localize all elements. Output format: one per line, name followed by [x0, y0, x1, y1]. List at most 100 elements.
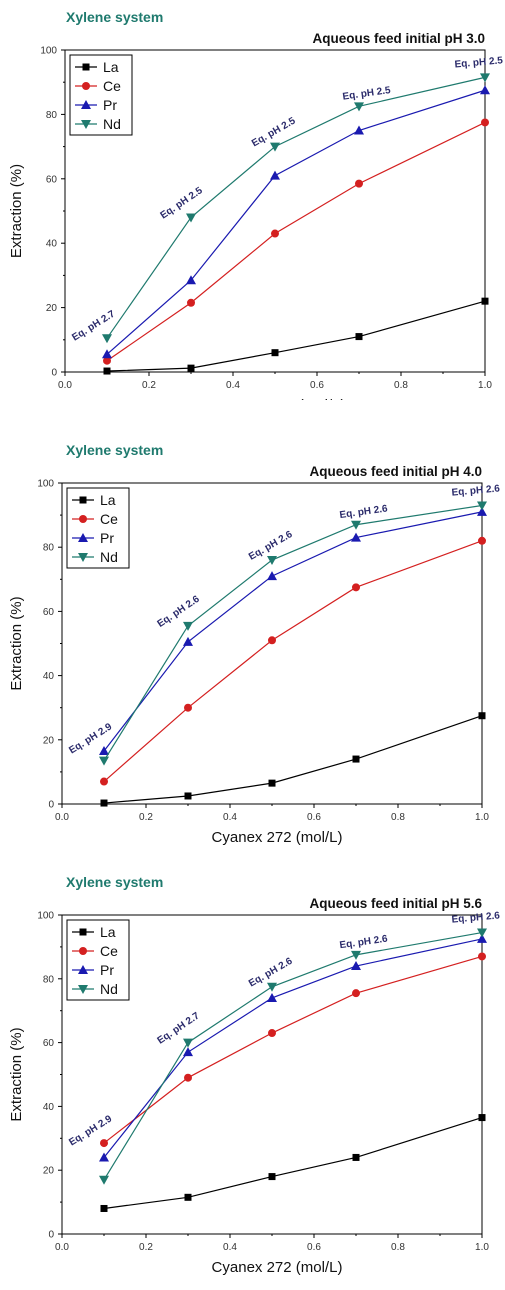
data-point-nd	[477, 501, 487, 511]
x-tick-label: 0.2	[142, 380, 156, 391]
data-point-la	[271, 349, 279, 357]
series-line-ce	[106, 121, 486, 362]
series-line-nd	[103, 931, 483, 1181]
legend-marker	[78, 965, 88, 974]
x-tick-label: 0.8	[391, 812, 405, 823]
y-tick-label: 100	[37, 479, 54, 490]
system-label: Xylene system	[66, 874, 163, 890]
data-point-pr	[267, 571, 277, 581]
y-tick-label: 80	[43, 543, 55, 554]
x-tick-label: 0.6	[307, 812, 321, 823]
series-line-ce	[103, 540, 483, 782]
y-tick-label: 20	[43, 735, 55, 746]
data-point-ce	[352, 989, 360, 998]
legend-marker	[79, 515, 87, 523]
data-point-nd	[354, 102, 364, 112]
data-point-pr	[183, 636, 193, 646]
series-la	[100, 712, 486, 807]
chart-title: Aqueous feed initial pH 5.6	[309, 896, 482, 911]
data-point-la	[268, 779, 276, 787]
y-tick-label: 60	[43, 607, 55, 618]
data-point-pr	[186, 275, 196, 285]
y-tick-label: 20	[43, 1166, 55, 1177]
x-tick-label: 0.0	[58, 380, 72, 391]
legend-box	[66, 487, 130, 569]
legend-marker	[79, 928, 87, 936]
x-tick-label: 0.4	[223, 1242, 237, 1253]
data-point-ce	[352, 583, 360, 592]
legend-entry-ce: Ce	[103, 78, 121, 94]
y-tick-label: 60	[43, 1038, 55, 1049]
series-pr	[102, 85, 490, 359]
legend: La Ce Pr Nd	[69, 54, 133, 136]
legend-marker	[79, 947, 87, 955]
eq-ph-annotation: Eq. pH 2.6	[339, 503, 389, 521]
data-point-pr	[102, 349, 112, 359]
series-line-nd	[103, 504, 483, 761]
data-point-pr	[354, 125, 364, 135]
x-tick-label: 0.0	[55, 1242, 69, 1253]
series-line-pr	[103, 938, 483, 1158]
data-point-ce	[184, 1073, 192, 1082]
series-ce	[103, 118, 489, 365]
x-tick-label: 1.0	[475, 812, 489, 823]
data-point-pr	[99, 746, 109, 756]
x-axis-label: Cyanex 272 (mol/L)	[215, 397, 346, 400]
data-point-pr	[351, 532, 361, 542]
x-tick-label: 1.0	[475, 1242, 489, 1253]
data-point-la	[478, 1114, 486, 1122]
data-point-ce	[481, 118, 489, 127]
data-point-nd	[267, 556, 277, 566]
data-point-nd	[270, 142, 280, 152]
chart-title: Aqueous feed initial pH 4.0	[309, 464, 482, 479]
series-la	[103, 297, 489, 375]
series-nd	[102, 73, 490, 344]
legend-entry-pr: Pr	[100, 962, 114, 978]
y-axis-label: Extraction (%)	[8, 596, 25, 690]
legend-entry-ce: Ce	[100, 943, 118, 959]
series-pr	[99, 933, 487, 1162]
legend-marker	[81, 120, 91, 129]
eq-ph-annotation: Eq. pH 2.9	[67, 721, 114, 756]
system-label: Xylene system	[66, 442, 163, 458]
y-tick-label: 100	[40, 46, 57, 57]
data-point-la	[187, 364, 195, 372]
data-point-la	[268, 1173, 276, 1181]
data-point-ce	[271, 229, 279, 238]
data-point-nd	[183, 621, 193, 631]
series-la	[100, 1114, 486, 1212]
data-point-la	[184, 1193, 192, 1201]
legend: La Ce Pr Nd	[66, 487, 130, 569]
y-tick-label: 20	[46, 303, 58, 314]
eq-ph-annotation: Eq. pH 2.7	[70, 308, 117, 343]
data-point-la	[478, 712, 486, 720]
data-point-ce	[268, 1029, 276, 1038]
data-point-ce	[478, 536, 486, 545]
data-point-pr	[480, 85, 490, 95]
data-point-ce	[100, 1139, 108, 1148]
series-nd	[99, 928, 487, 1185]
data-point-nd	[102, 334, 112, 344]
series-line-la	[103, 715, 483, 804]
chart-3: Xylene system Aqueous feed initial pH 5.6…	[8, 874, 501, 1276]
system-label: Xylene system	[66, 9, 163, 25]
x-tick-label: 1.0	[478, 380, 492, 391]
x-tick-label: 0.2	[139, 1242, 153, 1253]
legend-marker	[78, 985, 88, 994]
data-point-ce	[184, 703, 192, 712]
chart-2: Xylene system Aqueous feed initial pH 4.0…	[8, 442, 501, 846]
data-point-pr	[183, 1047, 193, 1057]
data-point-la	[355, 333, 363, 341]
y-axis-label: Extraction (%)	[8, 164, 25, 258]
legend-box	[69, 54, 133, 136]
series-line-la	[103, 1116, 483, 1210]
data-point-ce	[100, 777, 108, 786]
series-nd	[99, 501, 487, 766]
data-point-pr	[477, 506, 487, 516]
legend-marker	[82, 82, 90, 90]
eq-ph-annotation: Eq. pH 2.6	[451, 483, 501, 498]
y-tick-label: 80	[43, 974, 55, 985]
y-tick-label: 60	[46, 174, 58, 185]
y-tick-label: 80	[46, 110, 58, 121]
